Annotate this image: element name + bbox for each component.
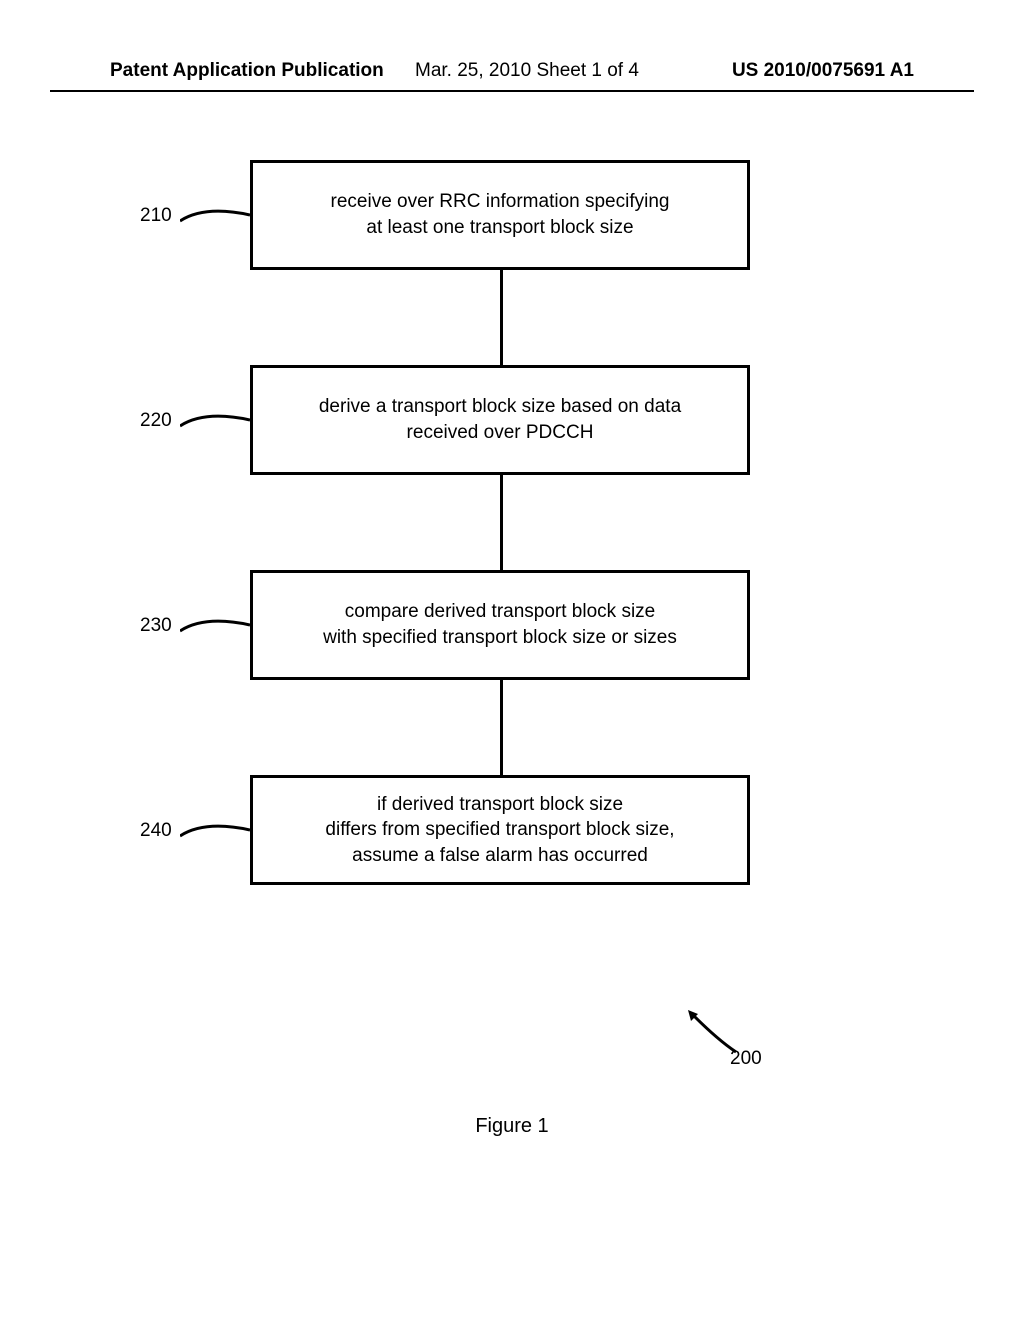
- flow-connector: [500, 270, 503, 365]
- leader-line-icon: [180, 408, 250, 432]
- flow-node-ref: 220: [140, 410, 172, 432]
- flowchart: receive over RRC information specifying …: [120, 160, 820, 1120]
- leader-line-icon: [180, 818, 250, 842]
- flow-node: if derived transport block size differs …: [250, 775, 750, 885]
- flow-node-ref: 210: [140, 205, 172, 227]
- leader-line-icon: [180, 203, 250, 227]
- flow-connector: [500, 475, 503, 570]
- flow-node: compare derived transport block size wit…: [250, 570, 750, 680]
- page: Patent Application Publication Mar. 25, …: [0, 0, 1024, 1320]
- figure-ref-pointer: 200: [688, 1010, 768, 1075]
- header-rule: [50, 90, 974, 92]
- header-left-text: Patent Application Publication: [110, 60, 384, 82]
- flow-node-ref: 230: [140, 615, 172, 637]
- leader-line-icon: [180, 613, 250, 637]
- figure-caption: Figure 1: [0, 1115, 1024, 1138]
- figure-ref-number: 200: [730, 1048, 762, 1070]
- flow-node: receive over RRC information specifying …: [250, 160, 750, 270]
- header-mid-text: Mar. 25, 2010 Sheet 1 of 4: [415, 60, 639, 82]
- header-right-text: US 2010/0075691 A1: [732, 60, 914, 82]
- flow-node: derive a transport block size based on d…: [250, 365, 750, 475]
- flow-node-ref: 240: [140, 820, 172, 842]
- flow-connector: [500, 680, 503, 775]
